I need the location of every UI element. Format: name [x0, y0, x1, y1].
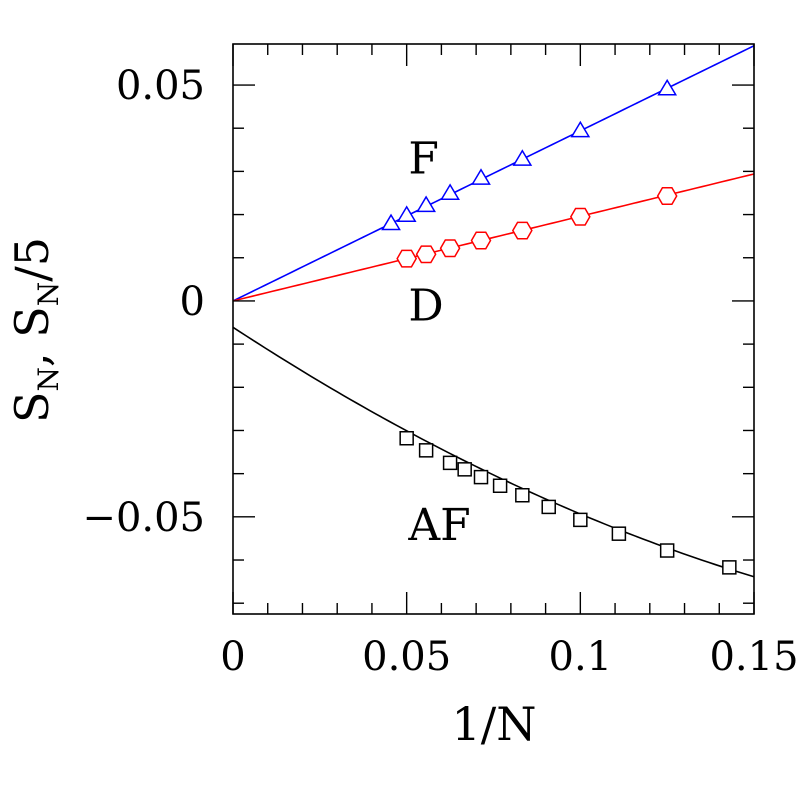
y-label-suffix: /5: [5, 237, 59, 282]
series-f: [381, 78, 678, 231]
data-point-d: [415, 245, 437, 264]
tick-labels: 0 0.05 0.1 0.15 −0.05 0 0.05: [82, 63, 797, 680]
y-label-main: S: [5, 392, 59, 424]
data-point-f: [512, 149, 533, 166]
data-point-d: [470, 231, 492, 250]
data-point-f: [416, 195, 436, 213]
data-point-f: [396, 205, 417, 223]
data-point-f: [657, 78, 678, 96]
plot-frame: [232, 43, 755, 615]
axis-ticks: [232, 44, 755, 614]
data-point-af: [722, 560, 737, 575]
data-point-af: [611, 526, 627, 541]
y-label-sub2: N: [32, 282, 65, 307]
y-label-sep: ,: [5, 338, 59, 367]
fit-line-af: [232, 326, 755, 578]
series-af: [399, 431, 737, 575]
series-d: [396, 187, 678, 268]
data-point-af: [659, 543, 675, 558]
x-tick-label: 0.1: [549, 634, 613, 680]
annotation-f: F: [408, 134, 439, 185]
y-axis-label: SN, SN/5: [5, 237, 65, 423]
data-point-af: [457, 462, 472, 477]
x-axis-label: 1/N: [451, 697, 536, 751]
fit-line-f: [232, 45, 755, 302]
data-point-af: [418, 443, 434, 458]
data-point-af: [573, 512, 588, 528]
data-markers: [381, 78, 737, 575]
y-tick-label: 0: [180, 279, 205, 325]
annotation-d: D: [408, 280, 443, 331]
y-tick-label: −0.05: [82, 495, 205, 541]
fit-curves: [232, 45, 755, 578]
data-point-f: [381, 213, 401, 231]
fit-line-d: [232, 173, 755, 302]
data-point-d: [656, 187, 678, 205]
data-point-d: [569, 207, 591, 226]
data-point-f: [471, 168, 491, 185]
data-point-f: [440, 183, 460, 200]
x-tick-label: 0.05: [362, 634, 451, 680]
data-point-af: [541, 499, 556, 515]
y-tick-label: 0.05: [116, 63, 205, 109]
data-point-f: [570, 120, 591, 138]
data-point-d: [396, 249, 418, 268]
data-point-d: [511, 221, 533, 240]
series-annotations: F D AF: [407, 134, 470, 552]
data-point-af: [399, 431, 414, 446]
x-tick-label: 0.15: [709, 634, 797, 680]
annotation-af: AF: [407, 500, 470, 551]
y-label-sub: N: [32, 367, 65, 392]
x-tick-label: 0: [220, 634, 245, 680]
data-point-af: [442, 455, 458, 471]
data-point-af: [492, 478, 508, 493]
data-point-af: [473, 469, 489, 485]
data-point-af: [515, 488, 530, 503]
data-point-d: [439, 239, 461, 258]
y-label-main2: S: [5, 306, 59, 338]
